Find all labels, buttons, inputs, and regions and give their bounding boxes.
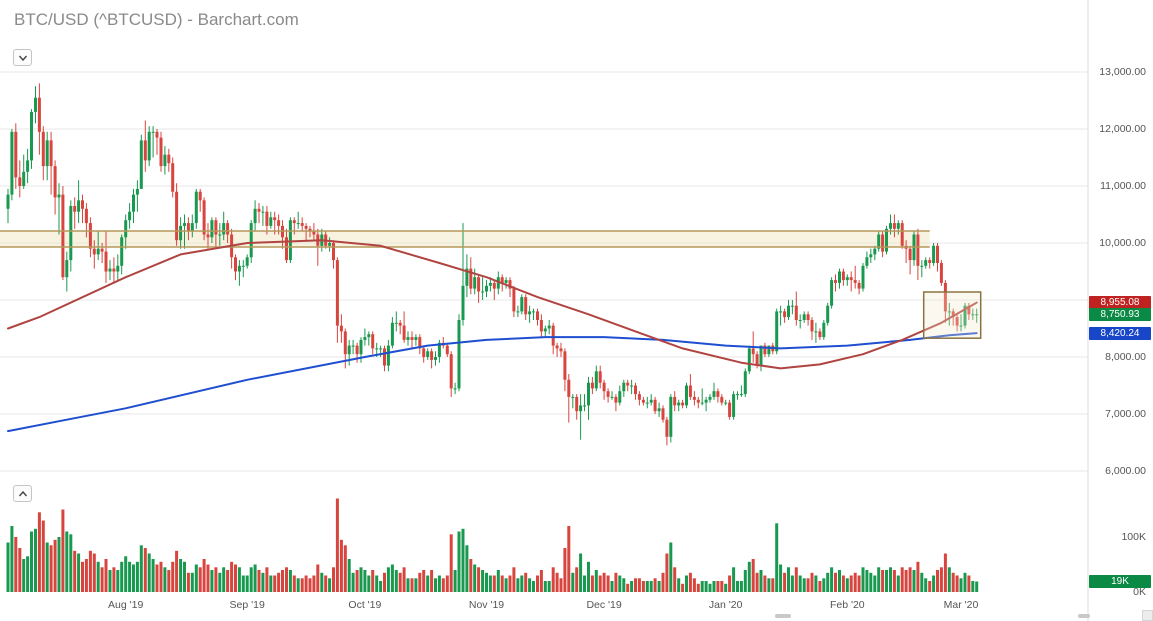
chart-title: BTC/USD (^BTCUSD) - Barchart.com [14, 10, 299, 29]
ma-blue-price-badge: 8,420.24 [1089, 327, 1151, 340]
horizontal-scrollbar-thumb[interactable] [1078, 614, 1090, 618]
scrollbar-corner [1142, 610, 1153, 621]
horizontal-scrollbar-thumb[interactable] [775, 614, 791, 618]
collapse-volume-pane-button[interactable] [13, 485, 32, 502]
last-price-badge: 8,750.93 [1089, 308, 1151, 321]
chevron-up-icon [18, 490, 27, 496]
collapse-price-pane-button[interactable] [13, 49, 32, 66]
chevron-down-icon [18, 55, 27, 61]
volume-badge: 19K [1089, 575, 1151, 588]
ma-red-price-badge: 8,955.08 [1089, 296, 1151, 309]
